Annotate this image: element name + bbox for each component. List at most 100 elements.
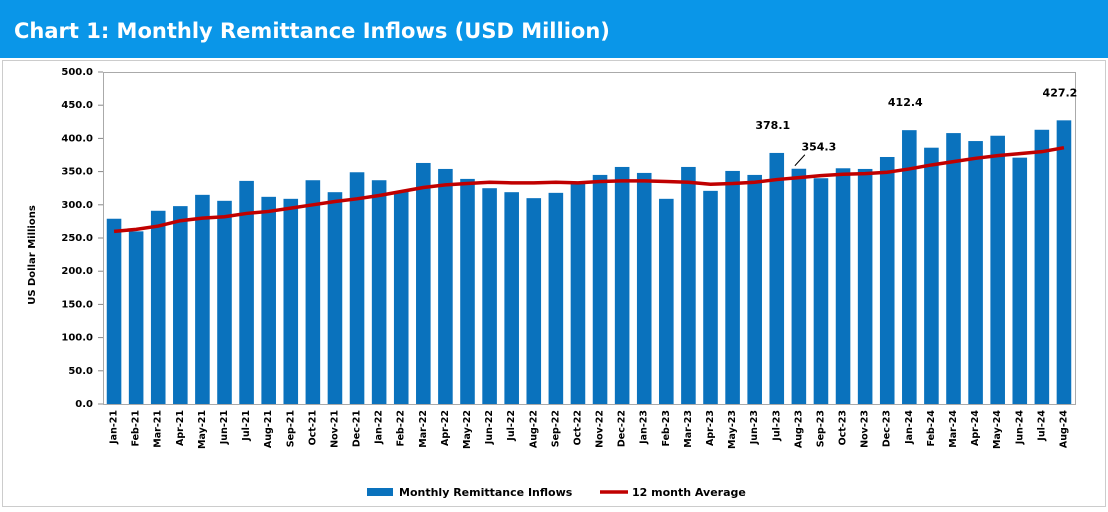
x-tick-label: Jun-22 (484, 410, 495, 445)
bar (106, 218, 122, 404)
x-tick-label: Jan-23 (639, 410, 650, 445)
bar (835, 168, 851, 404)
x-tick-label: Jul-23 (771, 410, 782, 442)
bar (195, 194, 210, 404)
average-line (113, 145, 1065, 234)
bar (725, 170, 740, 404)
bar (570, 182, 586, 404)
value-label: 354.3 (801, 141, 836, 154)
x-tick-label: Sep-23 (815, 410, 826, 447)
value-label: 412.4 (888, 96, 923, 109)
bar (349, 172, 365, 404)
x-tick-label: Jul-24 (1036, 410, 1047, 442)
y-tick-label: 0.0 (75, 399, 93, 410)
y-tick-label: 50.0 (68, 366, 93, 377)
bar (504, 192, 519, 404)
bar (217, 200, 232, 404)
y-tick-label: 400.0 (61, 133, 93, 144)
x-tick-label: Sep-21 (285, 410, 296, 447)
x-tick-label: Jan-24 (904, 410, 915, 445)
leader-line (794, 154, 806, 167)
x-tick-label: Nov-22 (595, 410, 606, 448)
x-tick-label: Jan-22 (374, 410, 385, 445)
x-tick-label: Apr-22 (440, 410, 451, 446)
bar (791, 168, 807, 404)
x-tick-label: Dec-21 (352, 410, 363, 447)
bar (526, 198, 542, 404)
legend-label: Monthly Remittance Inflows (399, 486, 573, 499)
x-tick-label: Apr-21 (175, 410, 186, 446)
bar (968, 141, 983, 404)
bar (150, 210, 166, 404)
x-tick-label: Aug-23 (793, 410, 804, 448)
x-tick-label: Sep-22 (550, 410, 561, 447)
plot-frame (103, 72, 1076, 405)
bar (327, 192, 343, 404)
x-tick-label: Feb-22 (396, 410, 407, 447)
x-tick-label: May-23 (727, 410, 738, 449)
x-tick-label: Aug-24 (1058, 410, 1069, 448)
bar (681, 166, 696, 404)
legend-swatch (367, 488, 393, 496)
x-tick-label: Jan-21 (109, 410, 120, 445)
bar (902, 130, 917, 405)
bar (813, 178, 829, 404)
x-tick-label: Apr-24 (970, 410, 981, 446)
x-tick-label: Nov-21 (329, 410, 340, 448)
x-tick-label: Dec-22 (617, 410, 628, 447)
x-tick-label: Oct-23 (838, 410, 849, 445)
x-tick-label: Feb-21 (131, 410, 142, 447)
bar (592, 174, 608, 404)
x-tick-label: Mar-22 (418, 410, 429, 448)
bar (703, 190, 718, 404)
x-tick-label: May-21 (197, 410, 208, 449)
y-tick-label: 250.0 (61, 233, 93, 244)
bar (305, 180, 321, 404)
bar (460, 178, 475, 404)
y-axis-label: US Dollar Millions (27, 205, 38, 305)
bar (879, 156, 895, 404)
y-tick-label: 300.0 (61, 200, 93, 211)
bar (990, 135, 1005, 404)
y-tick-label: 200.0 (61, 266, 93, 277)
bar (416, 162, 431, 404)
title-bar (0, 0, 1108, 58)
x-tick-label: Oct-21 (307, 410, 318, 445)
bar (482, 188, 497, 404)
legend-label: 12 month Average (632, 486, 746, 499)
bar (636, 172, 652, 404)
x-tick-label: Oct-22 (572, 410, 583, 445)
x-tick-label: Mar-24 (948, 410, 959, 448)
chart-title: Chart 1: Monthly Remittance Inflows (USD… (14, 19, 610, 43)
y-tick-label: 100.0 (61, 333, 93, 344)
bar (261, 196, 276, 404)
bar (173, 206, 188, 404)
bar (769, 152, 785, 404)
x-tick-label: Feb-24 (926, 410, 937, 447)
bar (128, 231, 144, 404)
bar (393, 191, 409, 404)
value-label: 427.2 (1043, 86, 1078, 99)
bar (614, 166, 630, 404)
x-tick-label: May-22 (462, 410, 473, 449)
bar (283, 198, 299, 404)
x-tick-label: Jul-22 (506, 410, 517, 442)
x-tick-label: Mar-21 (153, 410, 164, 448)
bar (548, 192, 564, 404)
bar (1034, 129, 1050, 404)
y-tick-label: 350.0 (61, 167, 93, 178)
x-tick-label: Aug-22 (528, 410, 539, 448)
y-tick-label: 150.0 (61, 299, 93, 310)
x-tick-label: Apr-23 (705, 410, 716, 446)
x-tick-label: May-24 (992, 410, 1003, 449)
x-tick-label: Mar-23 (683, 410, 694, 448)
x-tick-label: Jun-23 (749, 410, 760, 445)
bar (857, 168, 873, 404)
x-tick-label: Feb-23 (661, 410, 672, 447)
x-tick-label: Dec-23 (882, 410, 893, 447)
value-label: 378.1 (755, 119, 790, 132)
bar (371, 180, 387, 404)
bar (438, 168, 453, 404)
y-tick-label: 450.0 (61, 100, 93, 111)
